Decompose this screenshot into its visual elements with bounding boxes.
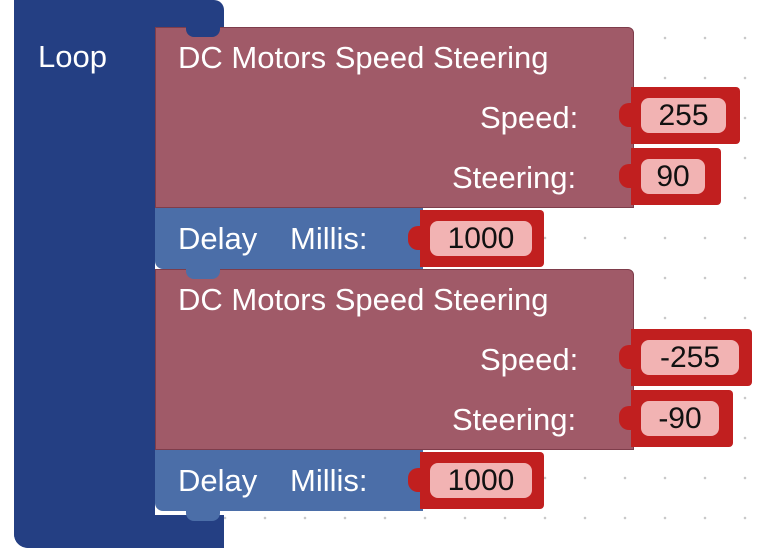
loop-block[interactable] — [14, 0, 155, 548]
millis-label: Millis: — [290, 463, 368, 498]
speed-value-input[interactable]: -255 — [641, 340, 739, 375]
speed-label: Speed: — [480, 100, 579, 135]
millis-value-input[interactable]: 1000 — [430, 463, 532, 498]
millis-value-block[interactable]: 1000 — [408, 452, 544, 509]
delay-label: Delay — [178, 221, 258, 256]
millis-label: Millis: — [290, 221, 368, 256]
motor-block-title: DC Motors Speed Steering — [178, 40, 549, 75]
dc-motors-speed-steering-block[interactable] — [155, 269, 634, 450]
speed-label: Speed: — [480, 342, 579, 377]
steering-label: Steering: — [452, 160, 577, 195]
connector-notch — [186, 511, 220, 521]
connector-notch — [186, 269, 220, 279]
speed-value-input[interactable]: 255 — [641, 98, 726, 133]
millis-value-input[interactable]: 1000 — [430, 221, 532, 256]
steering-value-input[interactable]: -90 — [641, 401, 719, 436]
steering-value-block[interactable]: 90 — [619, 148, 721, 205]
loop-label: Loop — [38, 39, 107, 74]
steering-label: Steering: — [452, 402, 577, 437]
delay-block[interactable] — [155, 450, 423, 511]
delay-label: Delay — [178, 463, 258, 498]
steering-value-block[interactable]: -90 — [619, 390, 733, 447]
connector-notch — [186, 27, 220, 37]
loop-block-bottom-arm — [14, 515, 224, 548]
dc-motors-speed-steering-block[interactable] — [155, 27, 634, 208]
speed-value-block[interactable]: 255 — [619, 87, 740, 144]
motor-block-title: DC Motors Speed Steering — [178, 282, 549, 317]
steering-value-input[interactable]: 90 — [641, 159, 705, 194]
speed-value-block[interactable]: -255 — [619, 329, 752, 386]
loop-block-top-arm — [14, 0, 224, 28]
delay-block[interactable] — [155, 208, 423, 269]
millis-value-block[interactable]: 1000 — [408, 210, 544, 267]
